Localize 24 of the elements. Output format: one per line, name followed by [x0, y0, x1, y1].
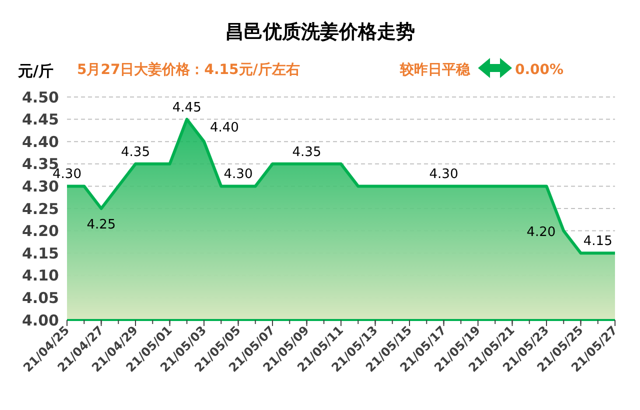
y-tick-label: 4.30	[22, 177, 59, 196]
data-label: 4.20	[526, 224, 556, 240]
y-tick-label: 4.00	[22, 311, 59, 330]
y-tick-label: 4.45	[22, 110, 59, 129]
y-tick-label: 4.50	[22, 88, 59, 106]
y-tick-label: 4.25	[22, 200, 59, 218]
data-label: 4.25	[86, 218, 116, 232]
y-tick-label: 4.40	[22, 132, 59, 151]
y-tick-label: 4.10	[22, 266, 59, 285]
text: 0.00%	[515, 62, 564, 78]
data-label: 4.30	[224, 167, 253, 182]
data-label: 4.45	[172, 100, 202, 116]
chart-subtitle: 5月27日大姜价格：4.15元/斤左右	[77, 61, 300, 78]
data-label: 4.40	[210, 120, 239, 136]
y-tick-label: 4.20	[22, 222, 59, 240]
y-axis-title: 元/斤	[17, 62, 54, 80]
data-label: 4.30	[429, 167, 458, 182]
data-label: 4.15	[583, 234, 612, 250]
y-tick-label: 4.15	[22, 244, 59, 262]
data-label: 4.35	[292, 144, 322, 160]
data-label: 4.35	[121, 144, 150, 160]
text: 较昨日平稳	[399, 62, 471, 78]
y-tick-label: 4.05	[22, 288, 59, 307]
chart-title: 昌邑优质洗姜价格走势	[225, 21, 415, 43]
